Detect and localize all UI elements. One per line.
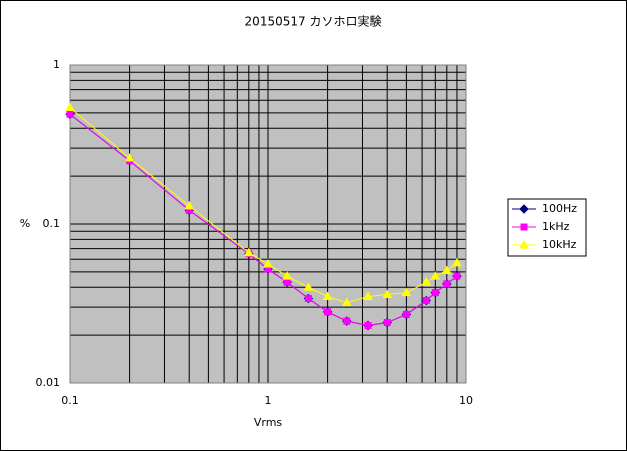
legend-marker	[520, 223, 528, 231]
marker	[124, 153, 135, 162]
marker	[282, 271, 293, 280]
marker	[263, 259, 273, 268]
marker	[283, 278, 291, 286]
legend-marker	[519, 204, 529, 214]
marker	[422, 297, 430, 305]
y-axis-label: %	[20, 217, 30, 230]
marker	[364, 321, 372, 329]
x-axis-label: Vrms	[254, 416, 283, 429]
marker	[65, 102, 75, 112]
marker	[402, 310, 410, 318]
marker	[341, 297, 352, 307]
legend-marker	[519, 239, 529, 249]
marker	[363, 291, 373, 300]
marker	[441, 265, 452, 274]
legend-label: 10kHz	[542, 238, 577, 251]
marker	[443, 280, 451, 288]
y-tick-label: 0.01	[36, 376, 61, 389]
marker	[453, 272, 461, 280]
y-tick-label: 0.1	[43, 217, 61, 230]
marker	[452, 257, 462, 267]
marker	[66, 110, 74, 118]
marker	[324, 308, 332, 316]
legend-label: 100Hz	[542, 202, 577, 215]
marker	[401, 287, 412, 297]
marker	[431, 289, 439, 297]
y-tick-label: 1	[53, 58, 60, 71]
marker	[304, 294, 312, 302]
marker	[343, 317, 351, 325]
marker	[322, 291, 333, 300]
x-tick-label: 10	[459, 394, 473, 407]
x-tick-label: 0.1	[61, 394, 79, 407]
marker	[421, 277, 432, 286]
grid	[69, 64, 467, 384]
marker	[383, 319, 391, 327]
series-line	[69, 113, 458, 326]
marker	[382, 289, 393, 299]
plot-border	[69, 64, 467, 384]
marker	[243, 247, 254, 257]
chart-title: 20150517 カソホロ実験	[245, 14, 382, 29]
legend-label: 1kHz	[542, 220, 570, 233]
marker	[184, 200, 195, 210]
marker	[303, 282, 314, 291]
x-tick-label: 1	[265, 394, 272, 407]
marker	[430, 271, 441, 280]
